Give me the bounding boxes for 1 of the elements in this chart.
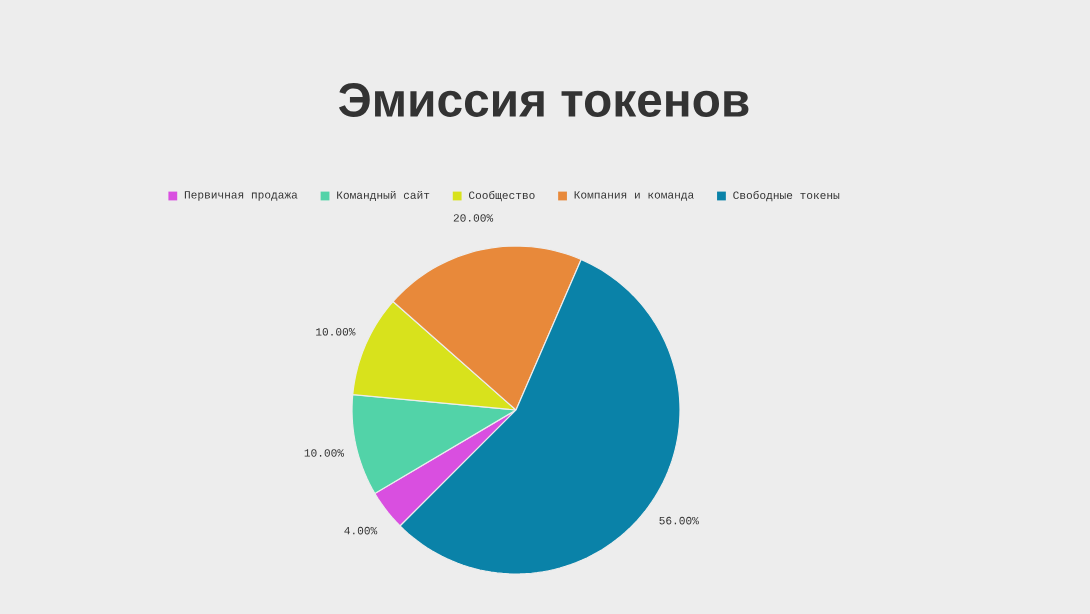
chart-title: Эмиссия токенов (338, 83, 749, 117)
